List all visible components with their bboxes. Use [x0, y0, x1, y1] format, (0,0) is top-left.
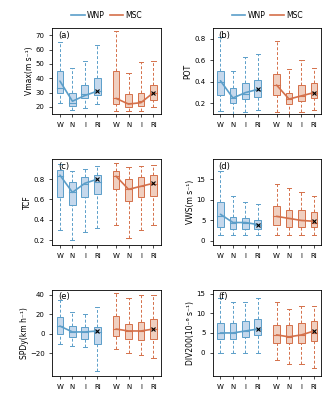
Bar	[69, 93, 76, 106]
Bar	[286, 325, 293, 343]
Y-axis label: SPDy(km h⁻¹): SPDy(km h⁻¹)	[20, 307, 29, 359]
Bar	[94, 78, 101, 96]
Bar	[286, 93, 293, 104]
Bar	[150, 319, 157, 339]
Bar	[255, 80, 261, 97]
Text: (b): (b)	[218, 30, 230, 40]
Legend: WNP, MSC: WNP, MSC	[68, 8, 145, 23]
Bar	[81, 177, 88, 198]
Bar	[113, 171, 119, 189]
Bar	[273, 74, 280, 95]
Y-axis label: Vmax(m s⁻¹): Vmax(m s⁻¹)	[26, 47, 34, 95]
Bar	[255, 319, 261, 335]
Bar	[69, 326, 76, 337]
Text: (c): (c)	[58, 162, 69, 170]
Y-axis label: TCF: TCF	[23, 195, 32, 209]
Bar	[255, 220, 261, 229]
Bar	[298, 323, 305, 343]
Bar	[125, 179, 132, 202]
Bar	[298, 85, 305, 101]
Bar	[56, 71, 63, 93]
Bar	[125, 94, 132, 107]
Bar	[230, 323, 236, 339]
Y-axis label: VWS(m s⁻¹): VWS(m s⁻¹)	[186, 180, 195, 224]
Bar	[286, 210, 293, 227]
Bar	[242, 321, 249, 337]
Bar	[94, 175, 101, 194]
Bar	[69, 182, 76, 204]
Text: (f): (f)	[218, 292, 228, 302]
Bar	[242, 83, 249, 99]
Bar	[137, 93, 144, 106]
Bar	[125, 324, 132, 339]
Bar	[94, 327, 101, 344]
Bar	[230, 217, 236, 229]
Bar	[217, 202, 224, 227]
Bar	[311, 212, 318, 227]
Bar	[137, 177, 144, 198]
Text: (d): (d)	[218, 162, 230, 170]
Bar	[56, 170, 63, 198]
Bar	[217, 71, 224, 95]
Bar	[311, 321, 318, 341]
Y-axis label: POT: POT	[184, 64, 193, 79]
Y-axis label: DIV200(10⁻⁶ s⁻¹): DIV200(10⁻⁶ s⁻¹)	[186, 301, 195, 365]
Bar	[113, 316, 119, 336]
Bar	[242, 218, 249, 229]
Bar	[273, 206, 280, 225]
Bar	[273, 325, 280, 343]
Bar	[150, 175, 157, 196]
Bar	[137, 322, 144, 340]
Bar	[298, 210, 305, 227]
Bar	[150, 86, 157, 100]
Bar	[81, 327, 88, 339]
Bar	[230, 88, 236, 103]
Text: (a): (a)	[58, 30, 70, 40]
Bar	[311, 83, 318, 98]
Legend: WNP, MSC: WNP, MSC	[229, 8, 306, 23]
Bar	[81, 86, 88, 98]
Bar	[217, 323, 224, 339]
Bar	[56, 317, 63, 334]
Bar	[113, 71, 119, 104]
Text: (e): (e)	[58, 292, 70, 302]
